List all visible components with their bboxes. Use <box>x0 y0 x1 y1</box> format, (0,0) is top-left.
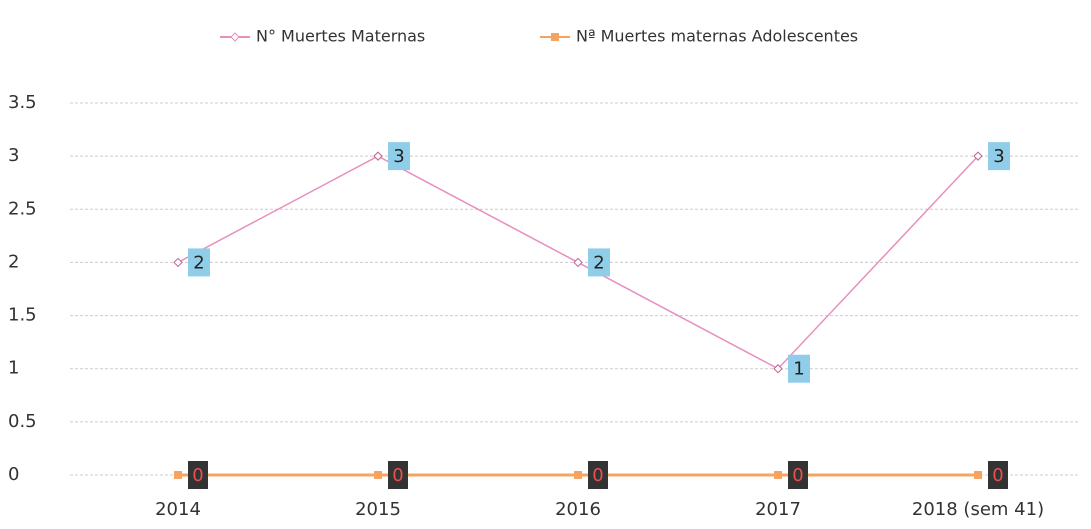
data-label-box <box>988 461 1008 489</box>
point <box>373 151 383 161</box>
data-label-box <box>788 354 810 383</box>
data-label-box <box>188 248 210 277</box>
data-label-box <box>588 461 608 489</box>
y-tick-label: 3 <box>8 145 19 166</box>
y-tick-label: 3.5 <box>8 92 37 113</box>
point <box>974 471 982 479</box>
x-tick-label: 2017 <box>755 499 801 520</box>
data-label-box <box>988 142 1010 171</box>
x-tick-label: 2016 <box>555 499 601 520</box>
data-label-box <box>788 461 808 489</box>
data-label: 2 <box>593 252 604 273</box>
data-label: 0 <box>392 465 403 486</box>
legend-marker <box>230 32 240 42</box>
point <box>374 471 382 479</box>
legend-label: N° Muertes Maternas <box>256 27 425 46</box>
data-label: 2 <box>193 252 204 273</box>
data-label: 3 <box>993 146 1004 167</box>
y-tick-label: 1 <box>8 358 19 379</box>
y-tick-label: 0 <box>8 464 19 485</box>
data-label: 0 <box>192 465 203 486</box>
data-label-box <box>188 461 208 489</box>
data-label-box <box>388 142 410 171</box>
point <box>973 151 983 161</box>
y-tick-label: 1.5 <box>8 305 37 326</box>
x-tick-label: 2015 <box>355 499 401 520</box>
point <box>774 471 782 479</box>
y-tick-label: 2 <box>8 251 19 272</box>
data-label: 1 <box>793 359 804 380</box>
point <box>574 471 582 479</box>
x-tick-label: 2018 (sem 41) <box>912 499 1044 520</box>
x-tick-label: 2014 <box>155 499 201 520</box>
data-label-box <box>388 461 408 489</box>
y-tick-label: 0.5 <box>8 411 37 432</box>
data-label: 0 <box>592 465 603 486</box>
point <box>773 364 783 374</box>
point <box>573 257 583 268</box>
data-label: 3 <box>393 146 404 167</box>
y-tick-label: 2.5 <box>8 198 37 219</box>
point <box>173 257 183 268</box>
legend-marker <box>551 33 559 41</box>
point <box>174 471 182 479</box>
legend-label: Nª Muertes maternas Adolescentes <box>576 27 858 46</box>
data-label-box <box>588 248 610 277</box>
data-label: 0 <box>792 465 803 486</box>
data-label: 0 <box>992 465 1003 486</box>
